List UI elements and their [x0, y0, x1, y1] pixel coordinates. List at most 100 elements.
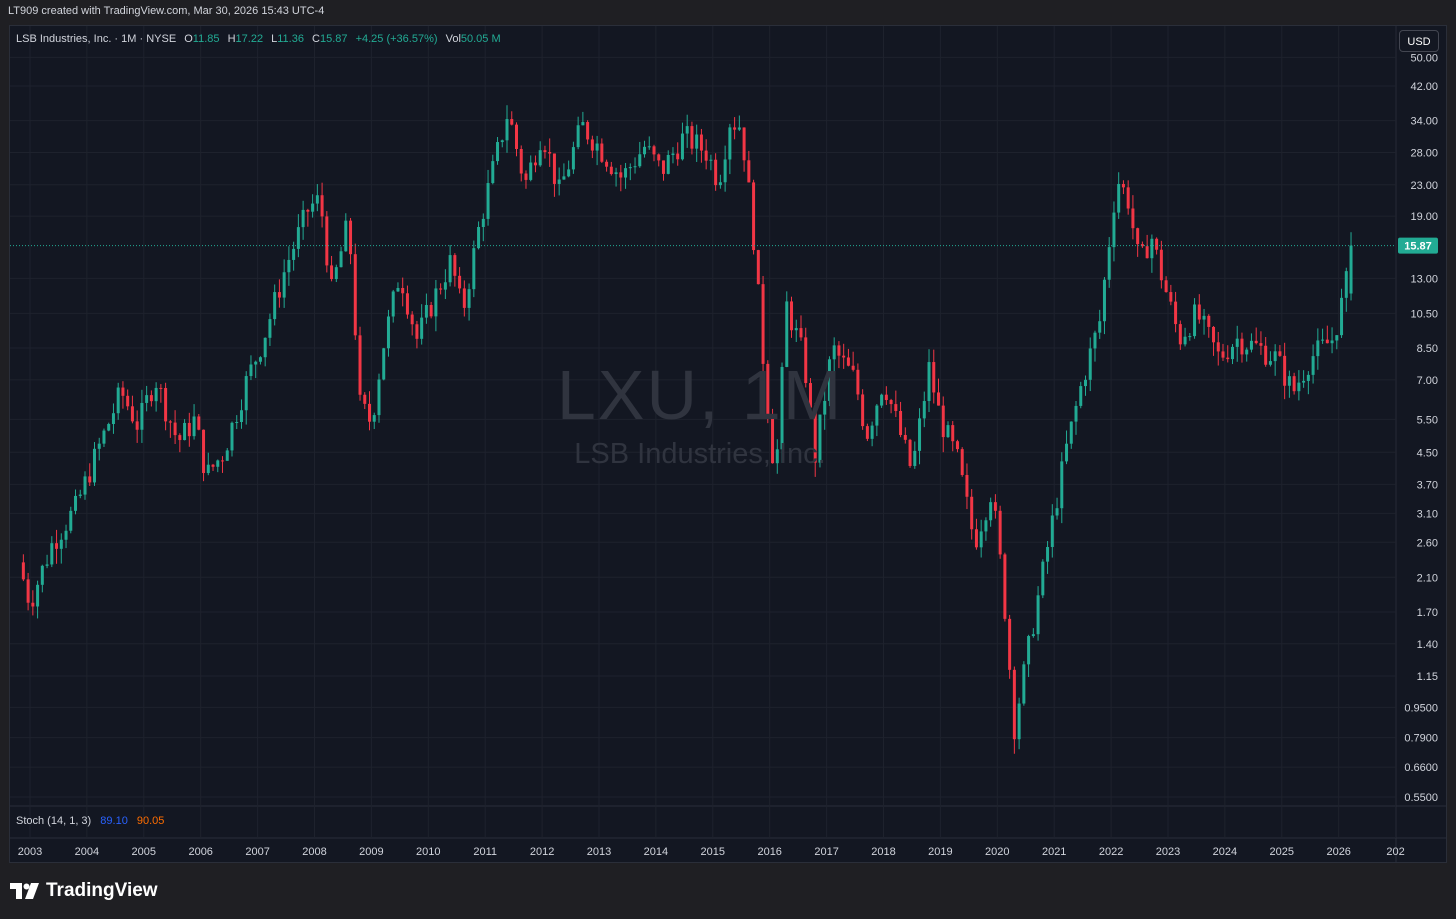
- time-tick-label: 2022: [1099, 846, 1123, 858]
- candle: [823, 389, 827, 430]
- candle: [756, 249, 760, 285]
- time-tick-label: 2010: [416, 846, 440, 858]
- candle: [718, 174, 722, 189]
- time-tick-label: 2013: [587, 846, 611, 858]
- candle: [1060, 452, 1064, 524]
- candle: [865, 423, 869, 442]
- candle: [282, 259, 286, 308]
- candle: [36, 580, 40, 619]
- candle: [875, 404, 879, 437]
- candle: [1340, 288, 1344, 338]
- candle: [880, 393, 884, 408]
- candle: [363, 392, 367, 410]
- time-tick-label: 2007: [245, 846, 269, 858]
- currency-button[interactable]: USD: [1399, 30, 1439, 52]
- candle: [505, 105, 509, 153]
- candle: [557, 167, 561, 196]
- candle: [1259, 331, 1263, 355]
- candle: [605, 159, 609, 172]
- candle: [1088, 337, 1092, 392]
- candle: [221, 456, 225, 473]
- candle: [55, 529, 59, 564]
- candle: [405, 285, 409, 319]
- price-tick-label: 0.9500: [1404, 702, 1438, 714]
- candle: [804, 327, 808, 388]
- candle: [652, 144, 656, 162]
- candle: [353, 243, 357, 340]
- time-tick-label: 2020: [985, 846, 1009, 858]
- candle: [533, 155, 537, 173]
- candle: [733, 117, 737, 140]
- last-price-label: 15.87: [1404, 241, 1432, 253]
- candle: [1136, 227, 1140, 257]
- candle: [1183, 327, 1187, 347]
- price-tick-label: 34.00: [1410, 116, 1438, 128]
- candle: [785, 291, 789, 368]
- candle: [752, 179, 756, 255]
- candle: [704, 139, 708, 170]
- time-tick-label: 2023: [1156, 846, 1180, 858]
- candle: [145, 385, 149, 412]
- candle: [344, 213, 348, 252]
- candle: [391, 289, 395, 323]
- candle: [149, 390, 153, 407]
- candle: [737, 115, 741, 132]
- candle: [320, 182, 324, 228]
- candle: [1065, 430, 1069, 465]
- candle: [1273, 344, 1277, 376]
- candle: [927, 349, 931, 413]
- candle: [524, 170, 528, 189]
- watermark-name: LSB Industries, Inc.: [574, 438, 826, 470]
- time-tick-label: 2014: [644, 846, 668, 858]
- candle: [647, 136, 651, 150]
- candle: [301, 200, 305, 240]
- candle: [808, 378, 812, 414]
- candle: [1027, 634, 1031, 677]
- candle: [1330, 327, 1334, 354]
- candle: [21, 554, 25, 582]
- candle: [249, 355, 253, 381]
- candle: [1316, 328, 1320, 370]
- candle: [1226, 345, 1230, 363]
- candle: [600, 138, 604, 163]
- legend-close-label: C: [312, 33, 320, 45]
- candle: [766, 360, 770, 424]
- candle: [903, 427, 907, 444]
- candle: [742, 127, 746, 172]
- candle: [1117, 172, 1121, 219]
- time-tick-label: 2026: [1326, 846, 1350, 858]
- candle: [92, 442, 96, 486]
- ohlc-legend: LSB Industries, Inc. · 1M · NYSE O11.85 …: [16, 33, 501, 45]
- last-price-badge: 15.87: [1398, 237, 1438, 254]
- candle: [1197, 294, 1201, 324]
- candle: [1164, 276, 1168, 293]
- price-tick-label: 23.00: [1410, 180, 1438, 192]
- candle: [1335, 335, 1339, 350]
- candle: [434, 279, 438, 332]
- candle: [529, 155, 533, 182]
- candle: [159, 384, 163, 403]
- candle: [64, 524, 68, 549]
- price-tick-label: 0.7900: [1404, 733, 1438, 745]
- time-tick-label: 2025: [1270, 846, 1294, 858]
- candle: [372, 412, 376, 430]
- candle: [88, 463, 92, 486]
- candle: [1212, 326, 1216, 356]
- candle: [154, 382, 158, 412]
- candle: [349, 217, 353, 265]
- tradingview-logo[interactable]: TradingView: [10, 878, 158, 904]
- candle: [1046, 541, 1050, 574]
- candle: [984, 517, 988, 541]
- time-tick-label: 2003: [18, 846, 42, 858]
- chart-frame[interactable]: [9, 25, 1447, 863]
- candle: [211, 463, 215, 471]
- candle: [685, 114, 689, 148]
- candle: [116, 382, 120, 420]
- candle: [192, 404, 196, 440]
- candle: [311, 194, 315, 218]
- candle: [254, 360, 258, 379]
- candle: [989, 497, 993, 527]
- candle: [699, 128, 703, 163]
- candle: [1240, 332, 1244, 363]
